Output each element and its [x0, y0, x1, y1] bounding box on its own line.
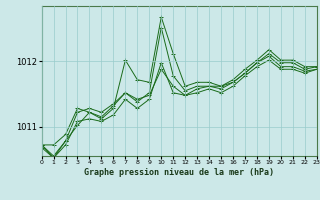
X-axis label: Graphe pression niveau de la mer (hPa): Graphe pression niveau de la mer (hPa) [84, 168, 274, 177]
